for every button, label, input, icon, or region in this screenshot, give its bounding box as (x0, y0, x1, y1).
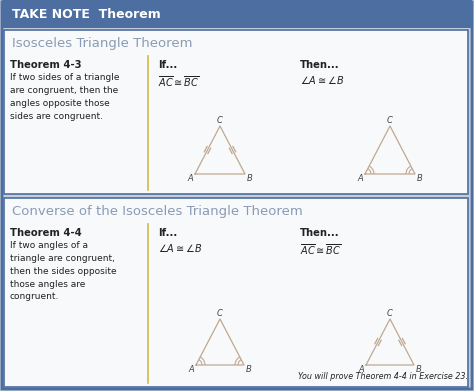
Text: If...: If... (158, 60, 177, 70)
Text: $\overline{AC} \cong \overline{BC}$: $\overline{AC} \cong \overline{BC}$ (300, 242, 341, 257)
Text: B: B (416, 365, 422, 374)
Text: If...: If... (158, 228, 177, 238)
Text: If two angles of a
triangle are congruent,
then the sides opposite
those angles : If two angles of a triangle are congruen… (10, 241, 117, 301)
Text: Then...: Then... (300, 60, 340, 70)
Text: $\overline{AC} \cong \overline{BC}$: $\overline{AC} \cong \overline{BC}$ (158, 74, 200, 89)
Text: C: C (217, 116, 223, 125)
Text: A: A (357, 174, 363, 183)
Text: B: B (246, 365, 252, 374)
Text: $\angle A \cong \angle B$: $\angle A \cong \angle B$ (158, 242, 202, 254)
Text: C: C (387, 116, 393, 125)
FancyBboxPatch shape (4, 30, 468, 194)
Text: TAKE NOTE  Theorem: TAKE NOTE Theorem (12, 9, 161, 22)
Text: If two sides of a triangle
are congruent, then the
angles opposite those
sides a: If two sides of a triangle are congruent… (10, 73, 119, 120)
FancyBboxPatch shape (4, 198, 468, 387)
FancyBboxPatch shape (2, 0, 472, 28)
Text: Converse of the Isosceles Triangle Theorem: Converse of the Isosceles Triangle Theor… (12, 206, 303, 219)
Text: Theorem 4-3: Theorem 4-3 (10, 60, 82, 70)
Text: Isosceles Triangle Theorem: Isosceles Triangle Theorem (12, 38, 192, 50)
Text: Theorem 4-4: Theorem 4-4 (10, 228, 82, 238)
Text: $\angle A \cong \angle B$: $\angle A \cong \angle B$ (300, 74, 344, 86)
Text: A: A (187, 174, 193, 183)
Text: A: A (188, 365, 194, 374)
Text: Then...: Then... (300, 228, 340, 238)
Text: B: B (247, 174, 253, 183)
Text: B: B (417, 174, 423, 183)
Text: A: A (358, 365, 364, 374)
Text: C: C (217, 309, 223, 318)
Text: You will prove Theorem 4-4 in Exercise 23.: You will prove Theorem 4-4 in Exercise 2… (298, 372, 468, 381)
Text: C: C (387, 309, 393, 318)
